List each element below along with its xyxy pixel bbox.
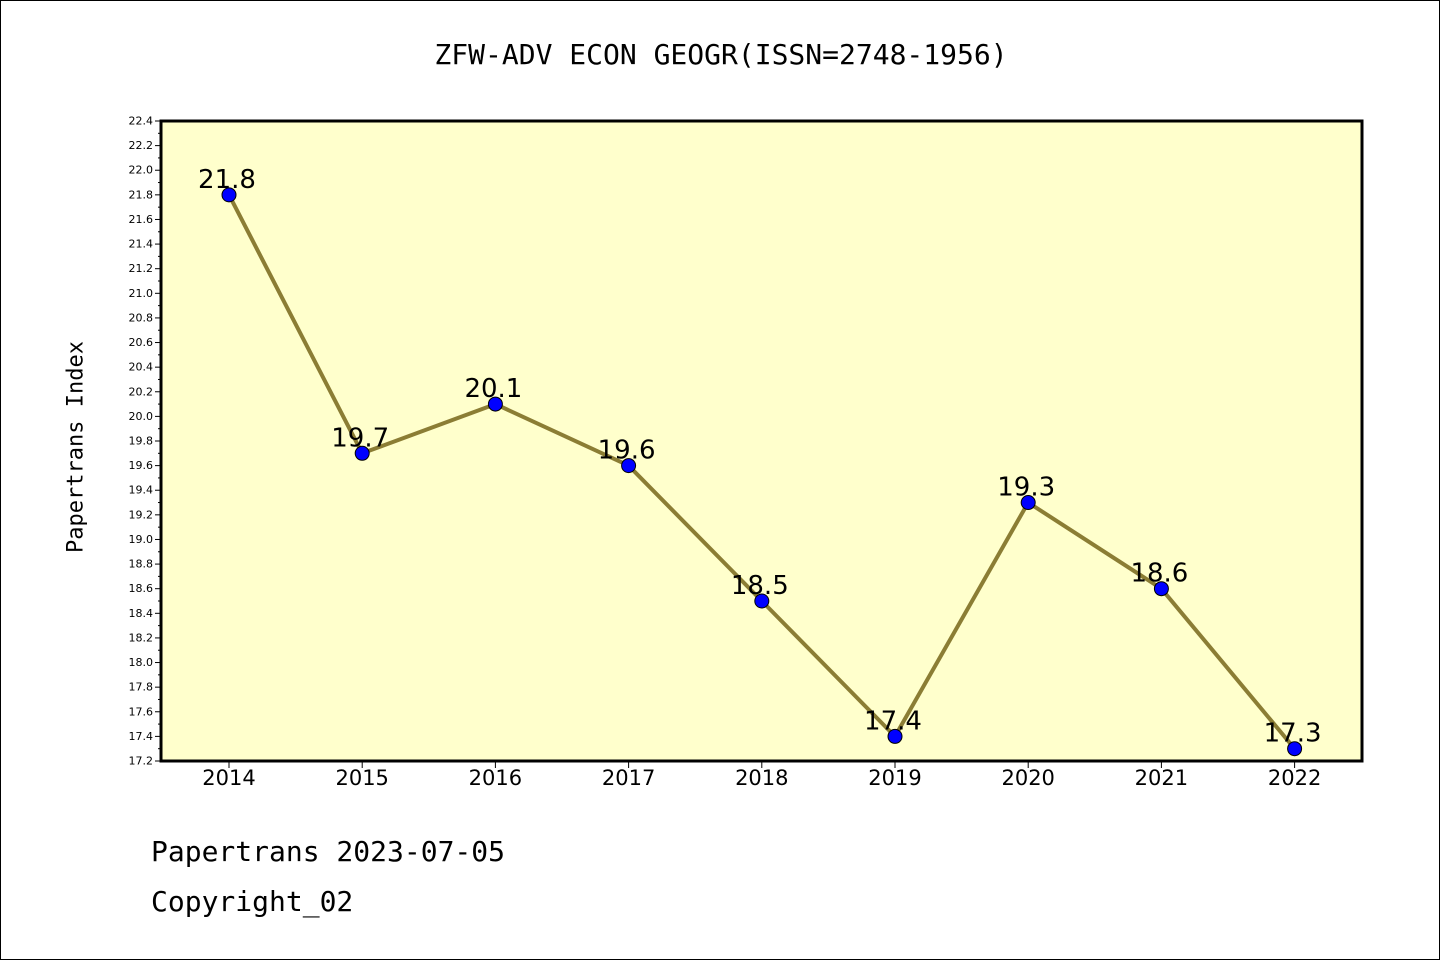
data-point-label: 20.1 [464, 374, 522, 404]
y-tick-label: 19.6 [129, 459, 154, 472]
y-tick-label: 22.4 [129, 115, 154, 128]
data-point-label: 17.4 [864, 706, 922, 736]
y-tick-label: 22.2 [129, 139, 154, 152]
y-tick-label: 19.8 [129, 435, 154, 448]
y-tick-label: 18.0 [129, 656, 154, 669]
y-tick-label: 19.0 [129, 533, 154, 546]
y-tick-label: 22.0 [129, 164, 154, 177]
y-tick-label: 21.6 [129, 213, 154, 226]
y-tick-label: 21.8 [129, 188, 154, 201]
data-point-marker [221, 187, 237, 203]
x-tick-label: 2018 [735, 766, 788, 790]
y-tick-label: 21.2 [129, 262, 154, 275]
data-point-label: 19.3 [997, 473, 1055, 503]
data-point-label: 18.5 [731, 571, 789, 601]
data-point-label: 18.6 [1130, 559, 1188, 589]
y-tick-label: 19.2 [129, 508, 154, 521]
x-tick-label: 2022 [1268, 766, 1321, 790]
y-tick-label: 19.4 [129, 484, 154, 497]
x-tick-label: 2020 [1001, 766, 1054, 790]
x-tick-label: 2017 [602, 766, 655, 790]
y-tick-label: 21.0 [129, 287, 154, 300]
y-tick-label: 17.6 [129, 705, 154, 718]
y-tick-label: 20.0 [129, 410, 154, 423]
y-tick-label: 20.2 [129, 385, 154, 398]
data-point-marker [1020, 495, 1036, 511]
footer-copyright: Copyright_02 [151, 885, 354, 918]
y-tick-label: 20.8 [129, 311, 154, 324]
y-tick-label: 17.8 [129, 681, 154, 694]
plot-area [161, 121, 1362, 761]
y-tick-label: 20.4 [129, 361, 154, 374]
plot-border [159, 119, 1364, 763]
x-tick-label: 2019 [868, 766, 921, 790]
x-tick-label: 2014 [202, 766, 255, 790]
x-tick-label: 2016 [469, 766, 522, 790]
data-point-label: 19.7 [331, 423, 389, 453]
x-tick-label: 2021 [1135, 766, 1188, 790]
data-point-marker [354, 445, 370, 461]
data-point-label: 17.3 [1264, 719, 1322, 749]
data-point-label: 21.8 [198, 165, 256, 195]
data-point-marker [887, 728, 903, 744]
chart-title: ZFW-ADV ECON GEOGR(ISSN=2748-1956) [434, 38, 1008, 71]
y-tick-label: 20.6 [129, 336, 154, 349]
y-tick-label: 17.4 [129, 730, 154, 743]
footer-date: Papertrans 2023-07-05 [151, 835, 506, 868]
data-point-marker [1287, 741, 1303, 757]
y-tick-label: 18.8 [129, 558, 154, 571]
data-point-marker [487, 396, 503, 412]
y-tick-label: 17.2 [129, 755, 154, 768]
data-point-marker [1153, 581, 1169, 597]
data-point-label: 19.6 [598, 436, 656, 466]
data-point-marker [621, 458, 637, 474]
data-point-marker [754, 593, 770, 609]
y-tick-label: 18.4 [129, 607, 154, 620]
y-tick-label: 18.6 [129, 582, 154, 595]
y-tick-label: 18.2 [129, 631, 154, 644]
x-tick-label: 2015 [335, 766, 388, 790]
y-tick-label: 21.4 [129, 238, 154, 251]
